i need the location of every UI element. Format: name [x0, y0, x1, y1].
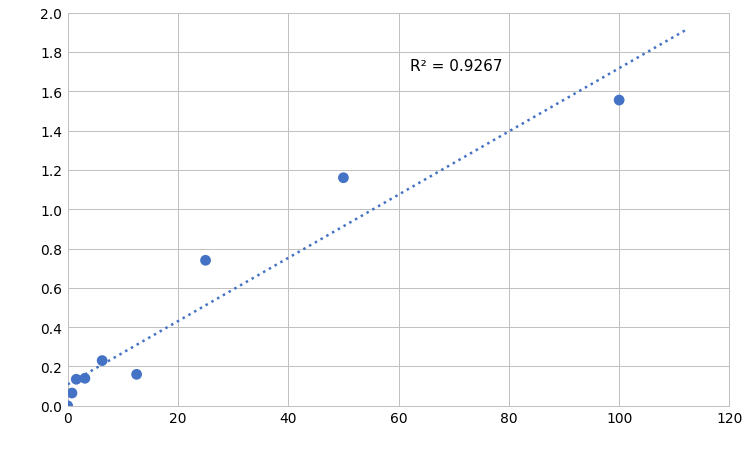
Point: [199, 257, 211, 264]
Point: [338, 175, 350, 182]
Point: [62, 402, 74, 410]
Point: [96, 357, 108, 364]
Point: [613, 97, 625, 105]
Text: R² = 0.9267: R² = 0.9267: [410, 59, 502, 74]
Point: [131, 371, 143, 378]
Point: [79, 375, 91, 382]
Point: [66, 390, 78, 397]
Point: [70, 376, 82, 383]
